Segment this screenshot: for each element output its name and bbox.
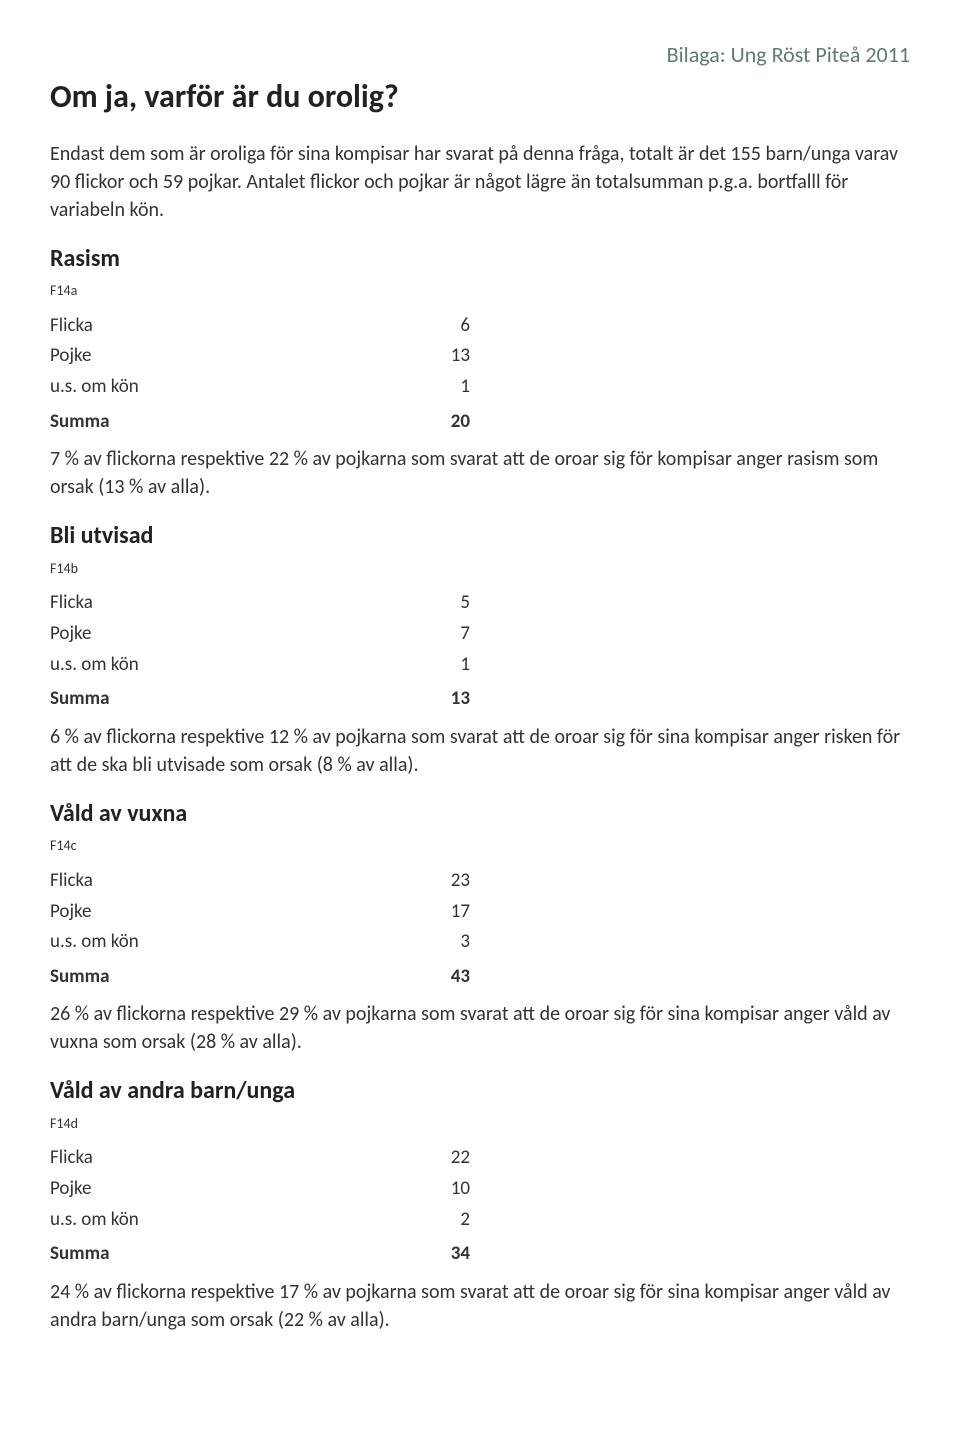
section-title-vuxna: Våld av vuxna (50, 797, 910, 831)
table-row: Pojke 7 (50, 619, 470, 650)
row-label-summa: Summa (50, 680, 390, 715)
cell-value: 34 (390, 1235, 470, 1270)
table-row-summa: Summa 43 (50, 958, 470, 993)
table-row-summa: Summa 13 (50, 680, 470, 715)
cell-value: 1 (390, 372, 470, 403)
row-label-us: u.s. om kön (50, 372, 390, 403)
table-row: u.s. om kön 3 (50, 927, 470, 958)
cell-value: 7 (390, 619, 470, 650)
row-label-pojke: Pojke (50, 619, 390, 650)
cell-value: 23 (390, 866, 470, 897)
table-barn: Flicka 22 Pojke 10 u.s. om kön 2 Summa 3… (50, 1143, 470, 1269)
section-code-utvisad: F14b (50, 559, 910, 579)
table-row: Flicka 5 (50, 588, 470, 619)
cell-value: 43 (390, 958, 470, 993)
table-row-summa: Summa 34 (50, 1235, 470, 1270)
cell-value: 1 (390, 650, 470, 681)
cell-value: 2 (390, 1205, 470, 1236)
header-appendix: Bilaga: Ung Röst Piteå 2011 (50, 40, 910, 71)
row-label-summa: Summa (50, 1235, 390, 1270)
section-title-barn: Våld av andra barn/unga (50, 1074, 910, 1108)
cell-value: 17 (390, 897, 470, 928)
section-title-utvisad: Bli utvisad (50, 519, 910, 553)
table-vuxna: Flicka 23 Pojke 17 u.s. om kön 3 Summa 4… (50, 866, 470, 992)
cell-value: 10 (390, 1174, 470, 1205)
row-label-pojke: Pojke (50, 897, 390, 928)
row-label-us: u.s. om kön (50, 927, 390, 958)
section-code-barn: F14d (50, 1114, 910, 1134)
cell-value: 3 (390, 927, 470, 958)
cell-value: 6 (390, 311, 470, 342)
row-label-us: u.s. om kön (50, 1205, 390, 1236)
row-label-summa: Summa (50, 403, 390, 438)
row-label-flicka: Flicka (50, 311, 390, 342)
table-row: Pojke 13 (50, 341, 470, 372)
page-title: Om ja, varför är du orolig? (50, 75, 910, 120)
row-label-us: u.s. om kön (50, 650, 390, 681)
table-row: Flicka 22 (50, 1143, 470, 1174)
row-label-flicka: Flicka (50, 866, 390, 897)
section-note-barn: 24 % av flickorna respektive 17 % av poj… (50, 1278, 910, 1334)
section-note-vuxna: 26 % av flickorna respektive 29 % av poj… (50, 1000, 910, 1056)
table-row: u.s. om kön 1 (50, 372, 470, 403)
table-row-summa: Summa 20 (50, 403, 470, 438)
intro-paragraph: Endast dem som är oroliga för sina kompi… (50, 140, 910, 224)
section-note-utvisad: 6 % av flickorna respektive 12 % av pojk… (50, 723, 910, 779)
table-utvisad: Flicka 5 Pojke 7 u.s. om kön 1 Summa 13 (50, 588, 470, 714)
row-label-flicka: Flicka (50, 1143, 390, 1174)
section-title-rasism: Rasism (50, 242, 910, 276)
row-label-summa: Summa (50, 958, 390, 993)
table-row: u.s. om kön 1 (50, 650, 470, 681)
section-note-rasism: 7 % av flickorna respektive 22 % av pojk… (50, 445, 910, 501)
table-row: Pojke 10 (50, 1174, 470, 1205)
cell-value: 22 (390, 1143, 470, 1174)
row-label-pojke: Pojke (50, 341, 390, 372)
cell-value: 13 (390, 680, 470, 715)
table-row: Flicka 6 (50, 311, 470, 342)
cell-value: 13 (390, 341, 470, 372)
section-code-vuxna: F14c (50, 836, 910, 856)
row-label-flicka: Flicka (50, 588, 390, 619)
row-label-pojke: Pojke (50, 1174, 390, 1205)
table-row: Flicka 23 (50, 866, 470, 897)
table-row: u.s. om kön 2 (50, 1205, 470, 1236)
cell-value: 20 (390, 403, 470, 438)
table-row: Pojke 17 (50, 897, 470, 928)
section-code-rasism: F14a (50, 281, 910, 301)
table-rasism: Flicka 6 Pojke 13 u.s. om kön 1 Summa 20 (50, 311, 470, 437)
cell-value: 5 (390, 588, 470, 619)
